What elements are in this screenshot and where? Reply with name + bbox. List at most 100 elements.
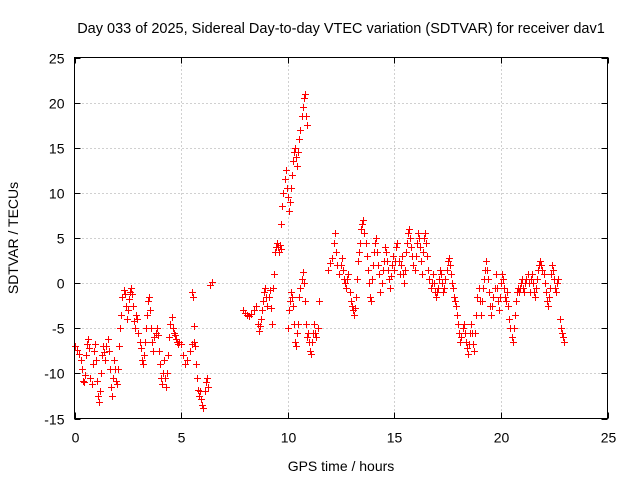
data-point bbox=[86, 345, 93, 352]
data-point bbox=[499, 271, 506, 278]
data-point bbox=[367, 294, 374, 301]
data-point bbox=[510, 339, 517, 346]
x-tick-label: 5 bbox=[178, 430, 186, 446]
data-point bbox=[283, 167, 290, 174]
chart-title: Day 033 of 2025, Sidereal Day-to-day VTE… bbox=[77, 21, 605, 37]
data-points bbox=[72, 91, 568, 412]
data-point bbox=[331, 240, 338, 247]
data-point bbox=[382, 244, 389, 251]
data-point bbox=[348, 298, 355, 305]
data-point bbox=[403, 249, 410, 256]
data-point bbox=[303, 321, 310, 328]
data-point bbox=[451, 294, 458, 301]
data-point bbox=[194, 375, 201, 382]
data-point bbox=[557, 316, 564, 323]
data-point bbox=[377, 289, 384, 296]
data-point bbox=[96, 399, 103, 406]
data-point bbox=[423, 240, 430, 247]
data-point bbox=[503, 298, 510, 305]
data-point bbox=[554, 280, 561, 287]
data-point bbox=[435, 285, 442, 292]
data-point bbox=[353, 294, 360, 301]
data-point bbox=[199, 402, 206, 409]
data-point bbox=[294, 163, 301, 170]
data-point bbox=[426, 276, 433, 283]
data-point bbox=[301, 95, 308, 102]
data-point bbox=[147, 307, 154, 314]
data-point bbox=[410, 262, 417, 269]
data-point bbox=[121, 287, 128, 294]
data-point bbox=[325, 267, 332, 274]
data-point bbox=[456, 330, 463, 337]
data-point bbox=[182, 361, 189, 368]
data-point bbox=[151, 334, 158, 341]
data-point bbox=[336, 271, 343, 278]
data-point bbox=[344, 276, 351, 283]
data-point bbox=[114, 381, 121, 388]
data-point bbox=[498, 280, 505, 287]
data-point bbox=[260, 298, 267, 305]
data-point bbox=[269, 321, 276, 328]
data-point bbox=[261, 289, 268, 296]
y-tick-label: 0 bbox=[57, 276, 65, 292]
data-point bbox=[465, 351, 472, 358]
data-point bbox=[81, 379, 88, 386]
data-point bbox=[412, 267, 419, 274]
data-point bbox=[138, 345, 145, 352]
data-point bbox=[155, 332, 162, 339]
data-point bbox=[356, 249, 363, 256]
data-point bbox=[253, 303, 260, 310]
data-point bbox=[407, 235, 414, 242]
y-tick-label: 10 bbox=[49, 186, 65, 202]
data-point bbox=[115, 366, 122, 373]
data-point bbox=[295, 321, 302, 328]
data-point bbox=[132, 325, 139, 332]
data-point bbox=[548, 271, 555, 278]
data-point bbox=[178, 341, 185, 348]
y-tick-label: 20 bbox=[49, 96, 65, 112]
data-point bbox=[148, 325, 155, 332]
data-point bbox=[379, 280, 386, 287]
data-point bbox=[493, 271, 500, 278]
data-point bbox=[533, 285, 540, 292]
data-point bbox=[329, 255, 336, 262]
data-point bbox=[347, 289, 354, 296]
data-point bbox=[538, 262, 545, 269]
data-point bbox=[205, 384, 212, 391]
data-point bbox=[502, 294, 509, 301]
data-point bbox=[184, 357, 191, 364]
data-point bbox=[164, 370, 171, 377]
data-point bbox=[402, 267, 409, 274]
data-point bbox=[355, 258, 362, 265]
data-point bbox=[150, 348, 157, 355]
data-point bbox=[542, 280, 549, 287]
data-point bbox=[520, 285, 527, 292]
data-point bbox=[440, 289, 447, 296]
data-point bbox=[315, 325, 322, 332]
data-point bbox=[300, 269, 307, 276]
data-point bbox=[400, 271, 407, 278]
data-point bbox=[471, 348, 478, 355]
data-point bbox=[279, 203, 286, 210]
data-point bbox=[118, 312, 125, 319]
data-point bbox=[398, 262, 405, 269]
plot-frame bbox=[74, 57, 608, 419]
data-point bbox=[389, 262, 396, 269]
x-axis-label: GPS time / hours bbox=[288, 458, 395, 474]
data-point bbox=[438, 271, 445, 278]
data-point bbox=[304, 122, 311, 129]
data-point bbox=[204, 375, 211, 382]
data-point bbox=[359, 221, 366, 228]
data-point bbox=[80, 378, 87, 385]
data-point bbox=[424, 253, 431, 260]
data-point bbox=[83, 352, 90, 359]
data-point bbox=[301, 280, 308, 287]
data-point bbox=[135, 330, 142, 337]
data-point bbox=[308, 351, 315, 358]
data-point bbox=[393, 244, 400, 251]
data-point bbox=[365, 267, 372, 274]
data-point bbox=[289, 172, 296, 179]
data-point bbox=[360, 217, 367, 224]
data-point bbox=[408, 244, 415, 251]
data-point bbox=[529, 271, 536, 278]
